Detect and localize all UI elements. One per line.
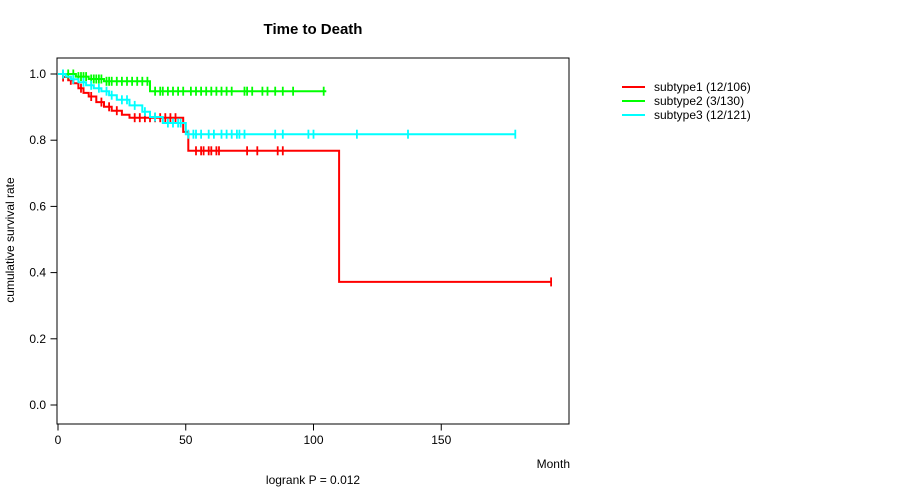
x-axis-label: Month — [536, 457, 570, 471]
plot-frame — [56, 57, 570, 425]
y-tick-label: 0.2 — [29, 332, 46, 346]
legend-item: subtype1 (12/106) — [622, 80, 751, 94]
x-tick-label: 50 — [179, 433, 193, 447]
chart-title: Time to Death — [263, 21, 363, 38]
legend-line-swatch — [622, 114, 645, 116]
x-tick-label: 150 — [431, 433, 451, 447]
y-tick-label: 0.4 — [29, 266, 46, 280]
logrank-note: logrank P = 0.012 — [265, 473, 361, 487]
legend-line-swatch — [622, 100, 645, 102]
y-tick-label: 0.0 — [29, 398, 46, 412]
y-tick-label: 1.0 — [29, 67, 46, 81]
y-tick-label: 0.6 — [29, 199, 46, 213]
legend-line-swatch — [622, 86, 645, 88]
legend-label: subtype2 (3/130) — [654, 94, 745, 108]
x-tick-label: 100 — [303, 433, 323, 447]
legend-label: subtype1 (12/106) — [654, 80, 751, 94]
survival-curve-subtype3 — [58, 73, 516, 136]
legend-item: subtype3 (12/121) — [622, 108, 751, 122]
x-tick-label: 0 — [55, 433, 62, 447]
legend: subtype1 (12/106) subtype2 (3/130) subtype… — [622, 80, 751, 122]
y-tick-label: 0.8 — [29, 133, 46, 147]
legend-item: subtype2 (3/130) — [622, 94, 751, 108]
legend-label: subtype3 (12/121) — [654, 108, 751, 122]
